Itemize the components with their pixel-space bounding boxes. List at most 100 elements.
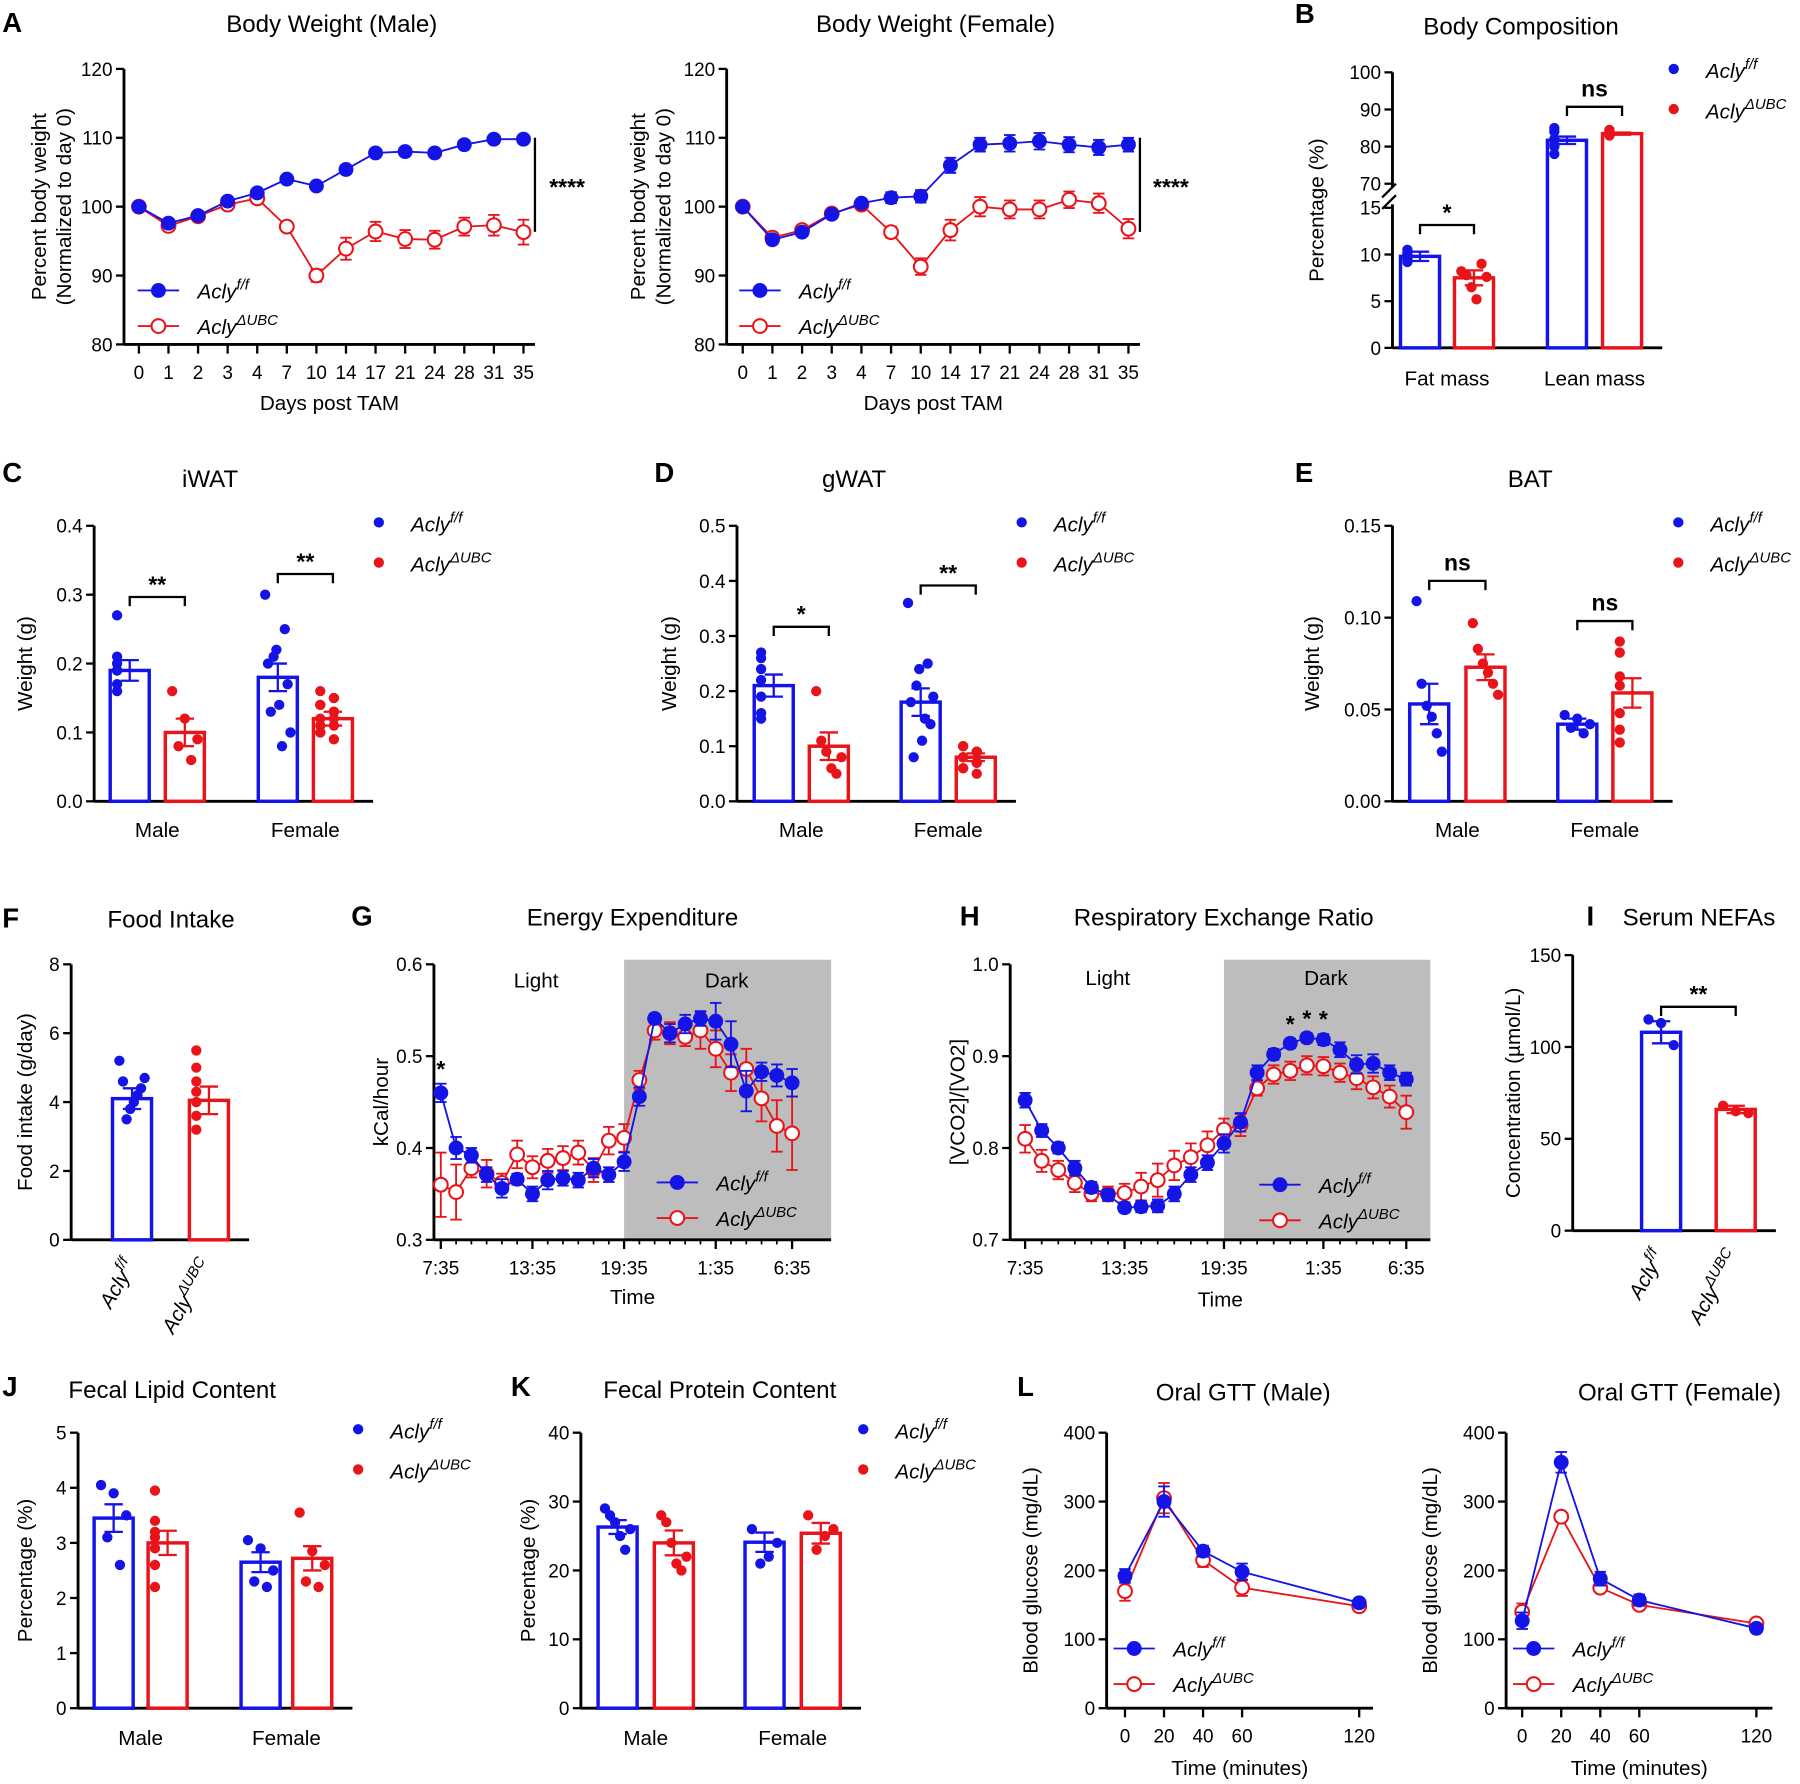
data-point-open [707,1040,724,1057]
bar-ff [1398,244,1442,350]
data-point [315,699,326,711]
x-tick-label-base: Acly [157,1291,198,1339]
data-point-filled [1299,1030,1315,1046]
chart-title: Serum NEFAs [1623,904,1776,931]
y-tick-label: 100 [81,198,113,219]
chart-title: Respiratory Exchange Ratio [1074,904,1374,931]
x-tick-label: 24 [424,363,445,384]
axis-break-gap [1380,187,1398,205]
data-point-open [784,1125,801,1142]
data-point [319,1559,331,1571]
legend-label: AclyΔUBC [714,1204,797,1231]
data-point [191,1086,202,1097]
legend-label: Aclyf/f [714,1168,769,1195]
data-point [1614,680,1625,691]
legend-label: AclyΔUBC [1171,1670,1254,1697]
data-point-filled [1126,1641,1142,1656]
panel-H-respiratory-exchange-ratio: H Respiratory Exchange Ratio Light Dark 0.7 0… [946,900,1431,1311]
data-point-filled [1050,1140,1066,1156]
data-point [1572,713,1583,724]
data-point-filled [1365,1056,1381,1071]
bar [1464,665,1507,804]
bar-ff [239,1534,282,1710]
significance-label: * [1443,199,1452,225]
data-point [908,752,919,763]
y-tick-label: 80 [91,335,112,356]
panel-letter: C [2,457,22,488]
data-point-filled [769,1067,785,1083]
data-point [249,1576,260,1587]
data-point [755,663,767,675]
series-ff [433,1001,800,1203]
data-point-filled [338,162,354,177]
y-tick-label: 300 [1463,1492,1495,1513]
x-axis-label: Time (minutes) [1571,1757,1708,1780]
data-point [916,735,928,746]
data-point [1549,141,1560,152]
legend-dot [373,517,384,528]
data-point [755,674,767,686]
data-point-filled [662,1025,678,1041]
x-tick-label: 24 [1029,363,1050,384]
data-point [1487,678,1499,689]
data-point [268,1565,279,1576]
data-point [1436,746,1448,757]
legend-label: Aclyf/f [195,276,250,303]
bar-ff [1407,595,1451,804]
data-point [167,685,178,697]
bar [752,683,795,804]
data-point-filled [669,1174,685,1190]
legend-label: Aclyf/f [409,509,464,536]
bar-ff: Aclyf/f [1623,1014,1683,1305]
legend-label: Aclyf/f [1704,56,1759,83]
y-tick-label: 0 [559,1699,570,1720]
data-point-open [432,1176,449,1193]
legend-label: Aclyf/f [1317,1171,1372,1198]
legend-label: AclyΔUBC [409,550,492,577]
data-point-open [1001,201,1018,218]
y-axis-label: kCal/hour [370,1058,393,1147]
data-point [1643,1014,1654,1025]
x-tick-label-base: Acly [1623,1256,1664,1304]
data-point [149,1515,161,1527]
data-point-filled [1315,1032,1331,1048]
legend-dot [858,1464,869,1475]
significance-label: ** [939,560,957,586]
data-point [957,741,969,752]
x-tick-label: 1 [163,363,174,384]
data-point [274,699,285,711]
x-tick-label: 0 [1517,1727,1528,1748]
bar [291,1556,334,1710]
bar-ff [743,1523,786,1710]
legend-label-superscript: f/f [1612,1634,1626,1651]
y-axis-label: Concentration (µmol/L) [1502,988,1525,1199]
x-tick-label: 13:35 [509,1258,556,1279]
y-axis-label: Blood glucose (mg/dL) [1419,1467,1442,1674]
panel-letter: K [511,1371,531,1402]
x-tick-label: 14 [940,363,961,384]
data-point-open [426,231,443,248]
x-tick-label: 14 [335,363,356,384]
panel-letter: E [1295,457,1313,488]
data-point [285,727,296,738]
y-tick-label: 0.4 [396,1139,422,1160]
y-tick-label: 200 [1064,1561,1096,1582]
data-point-filled [516,131,531,147]
y-axis-label: Percent body weight [28,113,51,300]
y-tick-label: 120 [81,60,113,81]
bar-ubc [1452,258,1496,350]
panel--body-weight-female-: Body Weight (Female)8090100110120Percent… [627,11,1189,415]
data-point [262,658,274,669]
y-tick-label: 0.9 [972,1047,998,1068]
y-tick-label: 8 [49,955,60,976]
data-point-filled [456,137,472,153]
data-point-open [1182,1149,1199,1166]
x-tick-label: Male [118,1727,163,1750]
data-point-open [1120,220,1137,237]
legend-label-superscript: ΔUBC [1611,1670,1654,1687]
x-tick-label: 20 [1153,1727,1174,1748]
data-point [242,1534,254,1546]
legend-item: AclyΔUBC [352,1456,471,1484]
y-tick-label: 0 [1551,1222,1562,1243]
